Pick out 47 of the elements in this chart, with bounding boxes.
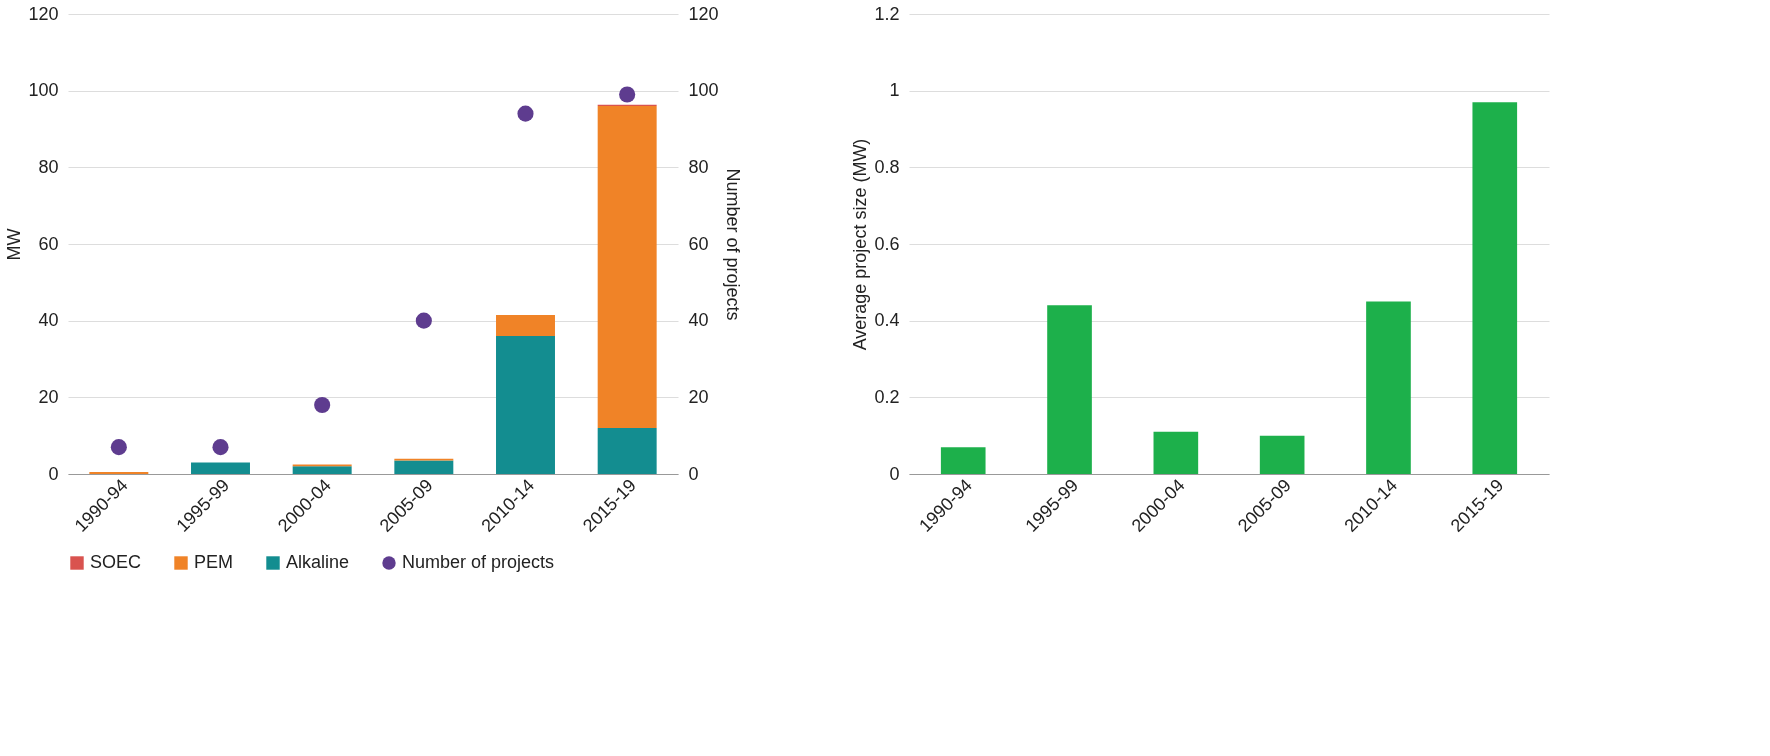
point — [415, 312, 432, 329]
y-tick-label: 20 — [38, 386, 59, 407]
legend-label: Alkaline — [286, 552, 350, 572]
y-tick-label: 0 — [48, 463, 59, 484]
y-tick-label: 100 — [28, 80, 59, 101]
legend-label: PEM — [194, 552, 234, 572]
bar — [940, 447, 986, 474]
bar — [1366, 301, 1411, 474]
y-tick-label: 0.8 — [874, 156, 900, 177]
bar — [496, 314, 555, 336]
bar — [1259, 435, 1305, 474]
point — [314, 396, 331, 414]
y-tick-label: 120 — [28, 3, 59, 24]
point — [517, 105, 534, 122]
bar — [496, 336, 555, 474]
y2-tick-label: 60 — [688, 233, 709, 254]
bar — [191, 462, 250, 474]
y-tick-label: 40 — [38, 310, 59, 331]
y-axis-title: MW — [4, 228, 25, 261]
y-axis-title: Average project size (MW) — [850, 138, 871, 351]
point — [619, 86, 636, 103]
y2-axis-title: Number of projects — [722, 168, 743, 321]
y2-tick-label: 20 — [688, 386, 709, 407]
point — [212, 439, 229, 456]
y2-tick-label: 120 — [688, 3, 719, 24]
y-tick-label: 0.6 — [874, 233, 900, 254]
y2-tick-label: 40 — [688, 310, 709, 331]
y2-tick-label: 100 — [688, 80, 719, 101]
y-tick-label: 0.4 — [874, 310, 900, 331]
legend-label: Number of projects — [402, 552, 555, 572]
y-tick-label: 0.2 — [874, 386, 900, 407]
bar — [1153, 431, 1199, 474]
bar — [597, 106, 657, 428]
y-tick-label: 80 — [38, 156, 59, 177]
bar — [597, 428, 657, 474]
y2-tick-label: 0 — [688, 463, 699, 484]
bar — [292, 466, 352, 474]
y-tick-label: 0 — [889, 463, 900, 484]
legend-label: SOEC — [90, 552, 142, 572]
point — [110, 439, 127, 456]
y2-tick-label: 80 — [688, 156, 709, 177]
y-tick-label: 1.2 — [874, 3, 900, 24]
bar — [394, 460, 454, 474]
y-tick-label: 1 — [889, 80, 900, 101]
bar — [1472, 102, 1518, 474]
bar — [1047, 305, 1092, 474]
y-tick-label: 60 — [38, 233, 59, 254]
